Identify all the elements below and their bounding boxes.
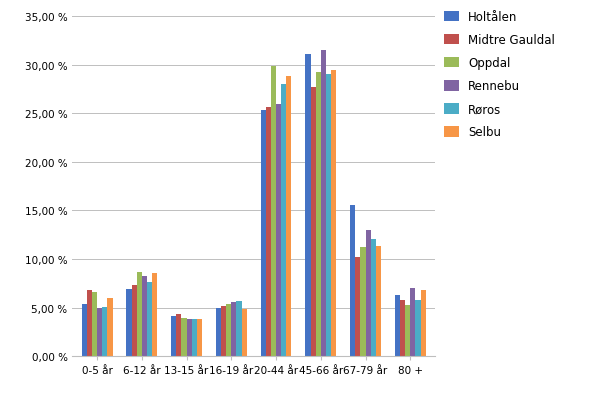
Bar — [231, 302, 236, 356]
Legend: Holtålen, Midtre Gauldal, Oppdal, Rennebu, Røros, Selbu: Holtålen, Midtre Gauldal, Oppdal, Renneb… — [445, 11, 555, 139]
Bar — [350, 205, 355, 356]
Bar — [187, 320, 191, 356]
Bar — [321, 51, 326, 356]
Bar — [171, 317, 176, 356]
Bar — [126, 290, 132, 356]
Bar — [236, 301, 242, 356]
Bar — [221, 306, 226, 356]
Bar — [405, 305, 410, 356]
Bar — [147, 283, 152, 356]
Bar — [92, 292, 97, 356]
Bar — [191, 320, 197, 356]
Bar — [371, 239, 376, 356]
Bar — [271, 66, 276, 356]
Bar — [142, 276, 147, 356]
Bar — [281, 85, 286, 356]
Bar — [137, 272, 142, 356]
Bar — [420, 290, 426, 356]
Bar — [181, 319, 187, 356]
Bar — [108, 298, 112, 356]
Bar — [226, 304, 231, 356]
Bar — [286, 77, 292, 356]
Bar — [310, 88, 316, 356]
Bar — [416, 300, 420, 356]
Bar — [276, 104, 281, 356]
Bar — [361, 248, 365, 356]
Bar — [326, 75, 331, 356]
Bar — [152, 273, 157, 356]
Bar — [132, 286, 137, 356]
Bar — [331, 70, 336, 356]
Bar — [102, 307, 108, 356]
Bar — [355, 258, 361, 356]
Bar — [97, 308, 102, 356]
Bar — [242, 309, 247, 356]
Bar — [306, 55, 310, 356]
Bar — [266, 108, 271, 356]
Bar — [82, 304, 87, 356]
Bar — [376, 247, 381, 356]
Bar — [216, 308, 221, 356]
Bar — [395, 295, 400, 356]
Bar — [400, 300, 405, 356]
Bar — [260, 111, 266, 356]
Bar — [316, 73, 321, 356]
Bar — [176, 314, 181, 356]
Bar — [197, 320, 202, 356]
Bar — [410, 288, 416, 356]
Bar — [365, 230, 371, 356]
Bar — [87, 290, 92, 356]
